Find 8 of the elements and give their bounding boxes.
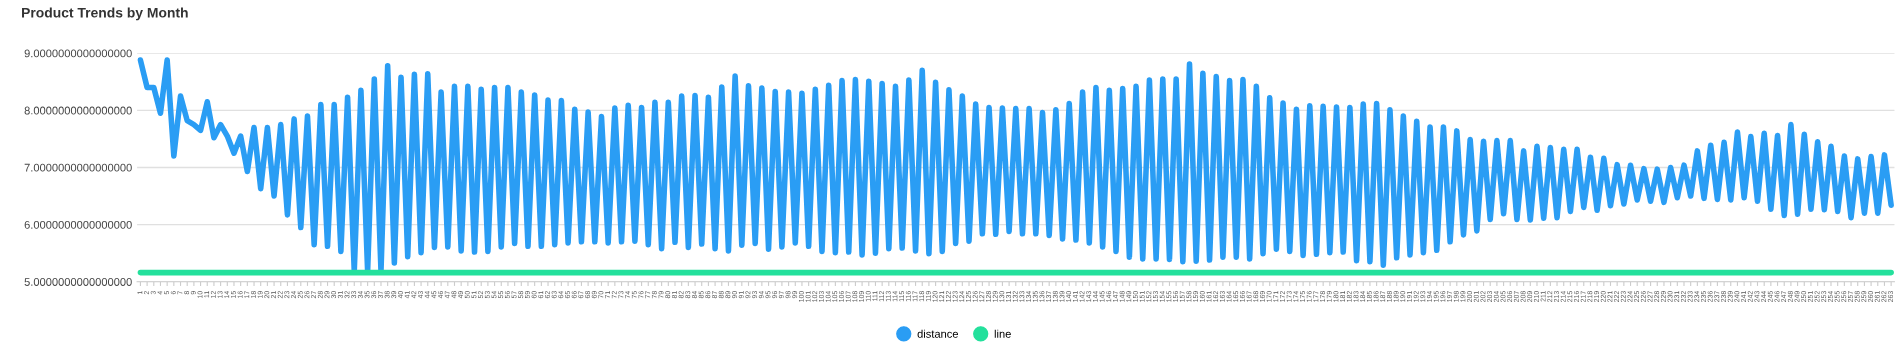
y-tick-label: 6.0000000000000000 xyxy=(24,220,132,229)
legend-label: distance xyxy=(917,329,958,338)
chart-title: Product Trends by Month xyxy=(22,7,188,21)
y-tick-label: 7.0000000000000000 xyxy=(24,163,132,172)
y-tick-label: 5.0000000000000000 xyxy=(24,278,132,286)
y-tick-label: 8.0000000000000000 xyxy=(24,106,132,115)
legend-label: line xyxy=(994,329,1011,338)
y-tick-label: 9.0000000000000000 xyxy=(24,49,132,58)
